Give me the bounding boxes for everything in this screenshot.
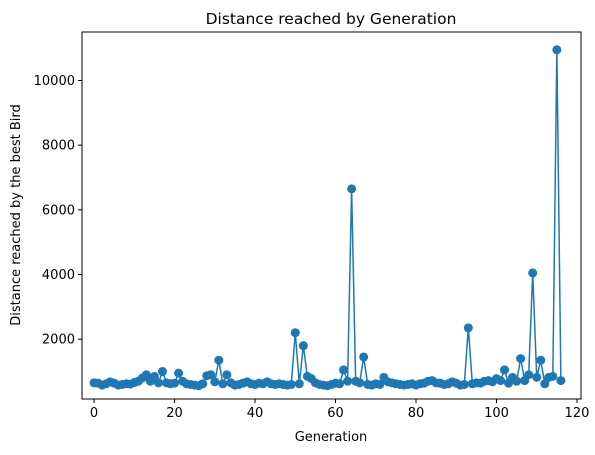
data-point [459,379,469,389]
data-point [294,379,304,389]
data-point [528,268,538,278]
data-point [548,371,558,381]
data-point [141,370,151,380]
data-point [298,341,308,351]
x-tick-label: 0 [90,406,98,421]
data-point [536,355,546,365]
data-point [500,365,510,375]
y-axis: 2000 4000 6000 8000 10000 [34,74,82,348]
data-point [532,372,542,382]
data-point [375,379,385,389]
data-point [153,378,163,388]
x-tick-label: 80 [408,406,425,421]
data-point [157,367,167,377]
data-point [496,376,506,386]
y-tick-label: 4000 [42,268,75,283]
data-point [174,368,184,378]
y-tick-label: 8000 [42,139,75,154]
x-axis-label: Generation [295,430,368,445]
x-tick-label: 120 [565,406,590,421]
x-tick-label: 20 [166,406,183,421]
x-tick-label: 40 [247,406,264,421]
data-point [359,352,369,362]
data-point [222,370,232,380]
data-point [556,376,566,386]
y-tick-label: 10000 [34,74,75,89]
data-point [214,355,224,365]
data-point [463,323,473,333]
x-axis: 0 20 40 60 80 100 120 [90,399,589,421]
data-point [286,379,296,389]
y-tick-label: 6000 [42,203,75,218]
data-point [149,371,159,381]
data-point [347,184,357,194]
data-point [210,377,220,387]
plot-area [89,45,566,391]
y-axis-label: Distance reached by the best Bird [9,104,24,325]
data-point [512,376,522,386]
data-point [552,45,562,55]
data-point [516,354,526,364]
data-point [170,378,180,388]
x-tick-label: 100 [484,406,509,421]
data-point [339,365,349,375]
data-point [290,328,300,338]
data-point [335,379,345,389]
data-point [343,376,353,386]
data-point [218,379,228,389]
axes-frame [81,31,582,400]
chart-title: Distance reached by Generation [206,10,457,28]
y-tick-label: 2000 [42,333,75,348]
data-point [355,378,365,388]
data-point [540,379,550,389]
data-point [206,370,216,380]
data-point [198,379,208,389]
data-point [524,370,534,380]
x-tick-label: 60 [327,406,344,421]
